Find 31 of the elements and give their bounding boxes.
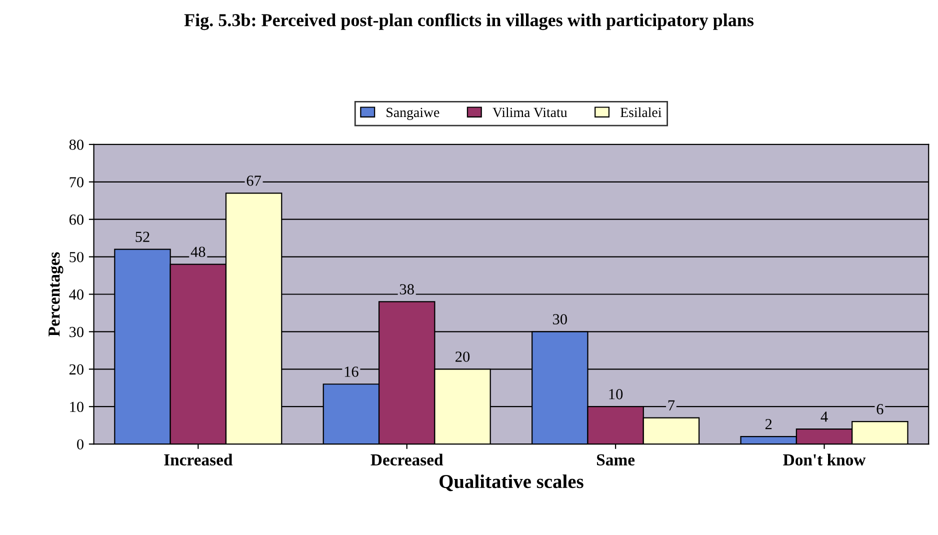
- y-tick-label: 70: [70, 177, 84, 188]
- y-tick-label: 40: [69, 289, 84, 300]
- data-label: 38: [400, 284, 414, 294]
- y-tick-label: 0: [77, 439, 84, 450]
- data-label: 4: [820, 412, 828, 422]
- data-label: 20: [456, 352, 470, 362]
- data-label: 48: [190, 246, 206, 258]
- data-label: 2: [765, 419, 772, 430]
- legend-label: Esilalei: [620, 107, 662, 118]
- x-axis-title: Qualitative scales: [440, 474, 584, 492]
- x-tick-label: Same: [597, 454, 635, 466]
- data-label: 52: [136, 232, 150, 242]
- y-axis-title: Percentages: [48, 252, 64, 336]
- legend-label: Vilima Vitatu: [492, 107, 568, 118]
- x-tick-label: Decreased: [370, 454, 444, 466]
- y-tick-label: 30: [70, 326, 84, 338]
- data-label: 6: [876, 404, 884, 414]
- chart-title: Fig. 5.3b: Perceived post-plan conflicts in villages with participatory plans: [184, 13, 754, 30]
- data-label: 7: [668, 400, 675, 410]
- y-tick-label: 80: [69, 140, 84, 150]
- y-tick-label: 50: [70, 252, 84, 262]
- y-tick-label: 60: [69, 214, 84, 225]
- data-label: 30: [553, 314, 567, 324]
- data-label: 16: [344, 366, 358, 377]
- data-label: 10: [609, 389, 623, 400]
- y-tick-label: 10: [70, 402, 84, 412]
- x-tick-label: Don't know: [783, 454, 866, 466]
- legend-label: Sangaiwe: [386, 108, 440, 120]
- data-label: 67: [246, 176, 262, 186]
- x-tick-label: Increased: [164, 454, 233, 466]
- y-tick-label: 20: [69, 364, 84, 375]
